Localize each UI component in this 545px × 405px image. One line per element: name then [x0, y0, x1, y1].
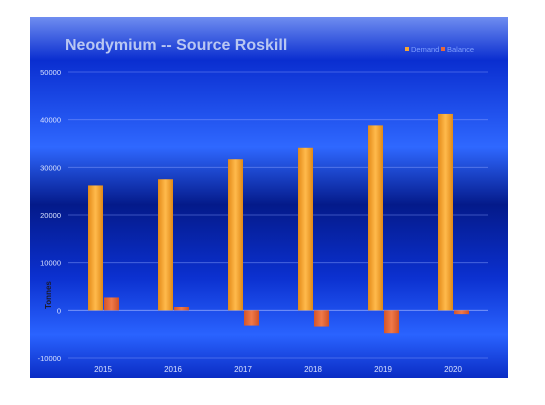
- bar-balance-2018: [314, 310, 329, 327]
- bar-demand-2017: [228, 159, 243, 311]
- bar-balance-2015: [104, 297, 119, 311]
- bar-demand-2018: [298, 147, 313, 311]
- bar-chart: Neodymium -- Source Roskill Demand Balanc…: [30, 17, 508, 378]
- legend-swatch-demand: [405, 47, 409, 51]
- y-tick-label: 0: [57, 306, 61, 315]
- chart-title: Neodymium -- Source Roskill: [65, 37, 287, 54]
- bar-balance-2016: [174, 306, 189, 311]
- bar-demand-2016: [158, 179, 173, 311]
- chart-background: [30, 17, 508, 378]
- bar-balance-2019: [384, 310, 399, 334]
- gridlines: [68, 71, 488, 359]
- x-tick-label: 2018: [304, 365, 322, 374]
- y-axis-label: Tonnes: [44, 281, 53, 309]
- legend-label-demand: Demand: [411, 45, 439, 54]
- x-axis-ticks: 2015 2016 2017 2018 2019 2020: [94, 365, 462, 374]
- bar-demand-2020: [438, 113, 453, 311]
- y-tick-label: 40000: [40, 116, 61, 125]
- y-tick-label: 10000: [40, 259, 61, 268]
- bar-balance-2020: [454, 310, 469, 315]
- bar-balance-2017: [244, 310, 259, 326]
- y-axis-ticks: -10000 0 10000 20000 30000 40000 50000: [38, 68, 61, 363]
- y-tick-label: 50000: [40, 68, 61, 77]
- legend: Demand Balance: [405, 45, 474, 54]
- x-tick-label: 2015: [94, 365, 112, 374]
- x-tick-label: 2019: [374, 365, 392, 374]
- y-tick-label: 30000: [40, 163, 61, 172]
- bar-demand-2015: [88, 185, 103, 311]
- legend-label-balance: Balance: [447, 45, 474, 54]
- y-tick-label: 20000: [40, 211, 61, 220]
- bars: [88, 113, 469, 334]
- y-tick-label: -10000: [38, 354, 61, 363]
- x-tick-label: 2017: [234, 365, 252, 374]
- x-tick-label: 2020: [444, 365, 462, 374]
- chart-container: Neodymium -- Source Roskill Demand Balanc…: [30, 17, 508, 378]
- legend-swatch-balance: [441, 47, 445, 51]
- bar-demand-2019: [368, 125, 383, 311]
- x-tick-label: 2016: [164, 365, 182, 374]
